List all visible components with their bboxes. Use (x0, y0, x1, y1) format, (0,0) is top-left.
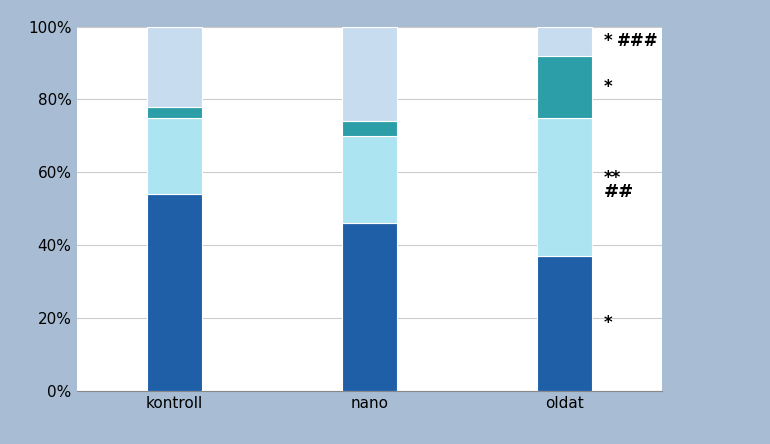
Text: **: ** (604, 169, 621, 187)
Text: *: * (604, 78, 612, 96)
Bar (537, 27, 592, 56)
Bar (537, 256, 592, 391)
Bar (343, 121, 397, 136)
Bar (147, 27, 202, 107)
Text: ###: ### (618, 32, 659, 50)
Bar (147, 194, 202, 391)
Bar (343, 223, 397, 391)
Bar (537, 118, 592, 256)
Bar (537, 56, 592, 118)
Bar (343, 136, 397, 223)
Text: ##: ## (604, 183, 634, 201)
Bar (147, 118, 202, 194)
Bar (147, 107, 202, 118)
Text: *: * (604, 314, 612, 333)
Bar (343, 27, 397, 121)
Text: *: * (604, 32, 612, 50)
